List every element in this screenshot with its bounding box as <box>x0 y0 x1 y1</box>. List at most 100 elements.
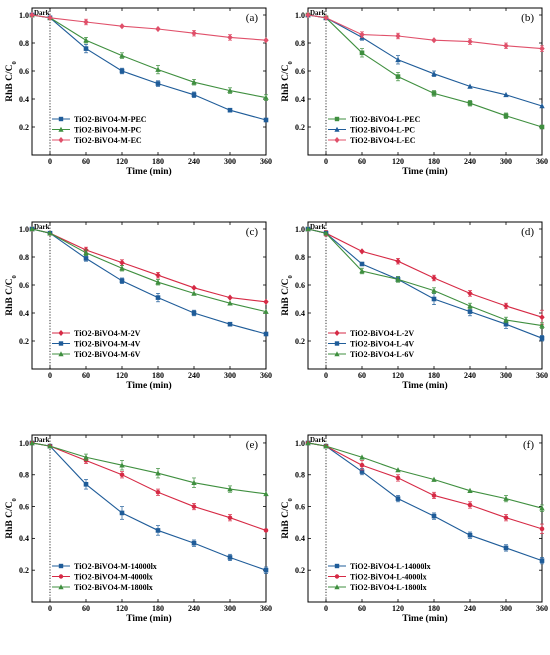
data-point <box>467 532 473 538</box>
data-point <box>263 117 269 123</box>
data-point <box>467 83 473 89</box>
chart-panel-6: Dark 0.2 0.4 0.6 0.8 1.0 0 60 120 180 240 300 360 Tim… <box>281 434 548 624</box>
data-point <box>359 31 365 38</box>
series-line <box>307 14 543 107</box>
y-tick-label: 0.2 <box>295 337 305 346</box>
legend-marker <box>58 341 64 346</box>
series-line <box>31 228 267 313</box>
x-tick-label: 60 <box>358 604 366 613</box>
y-tick-label: 0.6 <box>19 67 29 76</box>
data-point <box>263 308 269 314</box>
data-point <box>83 18 89 26</box>
x-tick-label: 60 <box>82 604 90 613</box>
x-tick-label: 360 <box>536 604 548 613</box>
data-point <box>119 265 125 271</box>
legend-marker <box>58 137 64 143</box>
series-line <box>307 228 543 318</box>
legend-entry: TiO2-BiVO4-M-1800lx <box>74 583 153 592</box>
legend-entry: TiO2-BiVO4-M-6V <box>74 350 141 359</box>
data-point <box>467 303 473 309</box>
series-line <box>307 228 543 339</box>
data-point <box>323 443 329 449</box>
data-point <box>539 505 545 511</box>
data-point <box>503 515 509 521</box>
data-point <box>323 14 329 21</box>
series-2 <box>29 440 269 533</box>
plot-frame <box>31 221 267 370</box>
legend-marker <box>334 116 340 122</box>
x-tick-label: 360 <box>536 371 548 380</box>
legend-entry: TiO2-BiVO4-L-PC <box>350 125 415 134</box>
data-point <box>155 528 161 533</box>
panel-label: (e) <box>246 439 259 451</box>
data-point <box>119 23 125 30</box>
panel-label: (b) <box>521 12 534 24</box>
x-tick-label: 240 <box>464 157 476 166</box>
data-point <box>29 11 35 19</box>
dark-label: Dark <box>310 223 326 231</box>
data-point <box>191 79 197 85</box>
y-tick-label: 0.2 <box>19 123 29 132</box>
data-point <box>263 567 269 573</box>
data-point <box>467 309 473 314</box>
data-point <box>503 495 509 501</box>
y-axis-label-main: RhB C/C <box>5 278 15 315</box>
x-tick-label: 300 <box>224 157 236 166</box>
x-axis-label: Time (min) <box>126 380 171 391</box>
series-2 <box>305 12 545 109</box>
data-point <box>395 475 401 481</box>
x-tick-label: 360 <box>260 371 272 380</box>
x-tick-label: 0 <box>324 157 328 166</box>
x-tick-label: 240 <box>188 371 200 380</box>
data-point <box>227 555 233 560</box>
data-point <box>503 317 509 323</box>
legend-entry: TiO2-BiVO4-M-4000lx <box>74 572 153 581</box>
x-tick-label: 300 <box>500 604 512 613</box>
series-3 <box>305 440 545 512</box>
series-line <box>307 228 543 327</box>
data-point <box>29 440 35 446</box>
x-axis-label: Time (min) <box>126 613 171 624</box>
y-axis-label: RhB C/C0 <box>281 498 294 538</box>
legend-entry: TiO2-BiVO4-M-PEC <box>74 115 147 124</box>
legend-marker <box>58 574 64 579</box>
series-3 <box>29 226 269 314</box>
y-axis-label: RhB C/C0 <box>281 275 294 315</box>
data-point <box>359 454 365 460</box>
legend-entry: TiO2-BiVO4-L-2V <box>350 329 414 338</box>
legend-entry: TiO2-BiVO4-M-4V <box>74 339 141 348</box>
data-point <box>227 515 233 521</box>
y-tick-label: 0.4 <box>295 95 305 104</box>
data-point <box>263 37 269 44</box>
data-point <box>119 52 125 58</box>
data-point <box>539 335 545 341</box>
data-point <box>263 490 269 497</box>
x-axis-label: Time (min) <box>402 166 447 177</box>
data-point <box>395 74 401 79</box>
series-3 <box>29 11 269 44</box>
data-point <box>539 314 545 321</box>
data-point <box>191 30 197 37</box>
data-point <box>467 38 473 45</box>
x-tick-label: 180 <box>152 371 164 380</box>
data-point <box>503 42 509 49</box>
series-line <box>31 14 267 99</box>
data-point <box>503 545 509 551</box>
data-point <box>359 50 365 56</box>
y-tick-label: 0.6 <box>295 67 305 76</box>
series-line <box>31 14 267 121</box>
data-point <box>227 300 233 306</box>
series-1 <box>29 12 269 123</box>
x-tick-label: 360 <box>260 604 272 613</box>
data-point <box>119 68 125 74</box>
dark-label: Dark <box>34 436 50 444</box>
x-tick-label: 180 <box>428 157 440 166</box>
data-point <box>503 91 509 98</box>
x-tick-label: 180 <box>428 604 440 613</box>
legend-marker <box>58 126 64 132</box>
data-point <box>539 124 545 130</box>
x-tick-label: 120 <box>116 371 128 380</box>
x-tick-label: 120 <box>116 604 128 613</box>
